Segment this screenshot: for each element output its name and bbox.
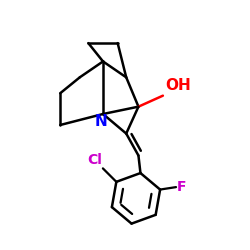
Text: F: F — [177, 180, 187, 194]
Text: OH: OH — [165, 78, 191, 93]
Text: Cl: Cl — [87, 153, 102, 167]
Text: N: N — [94, 114, 107, 129]
